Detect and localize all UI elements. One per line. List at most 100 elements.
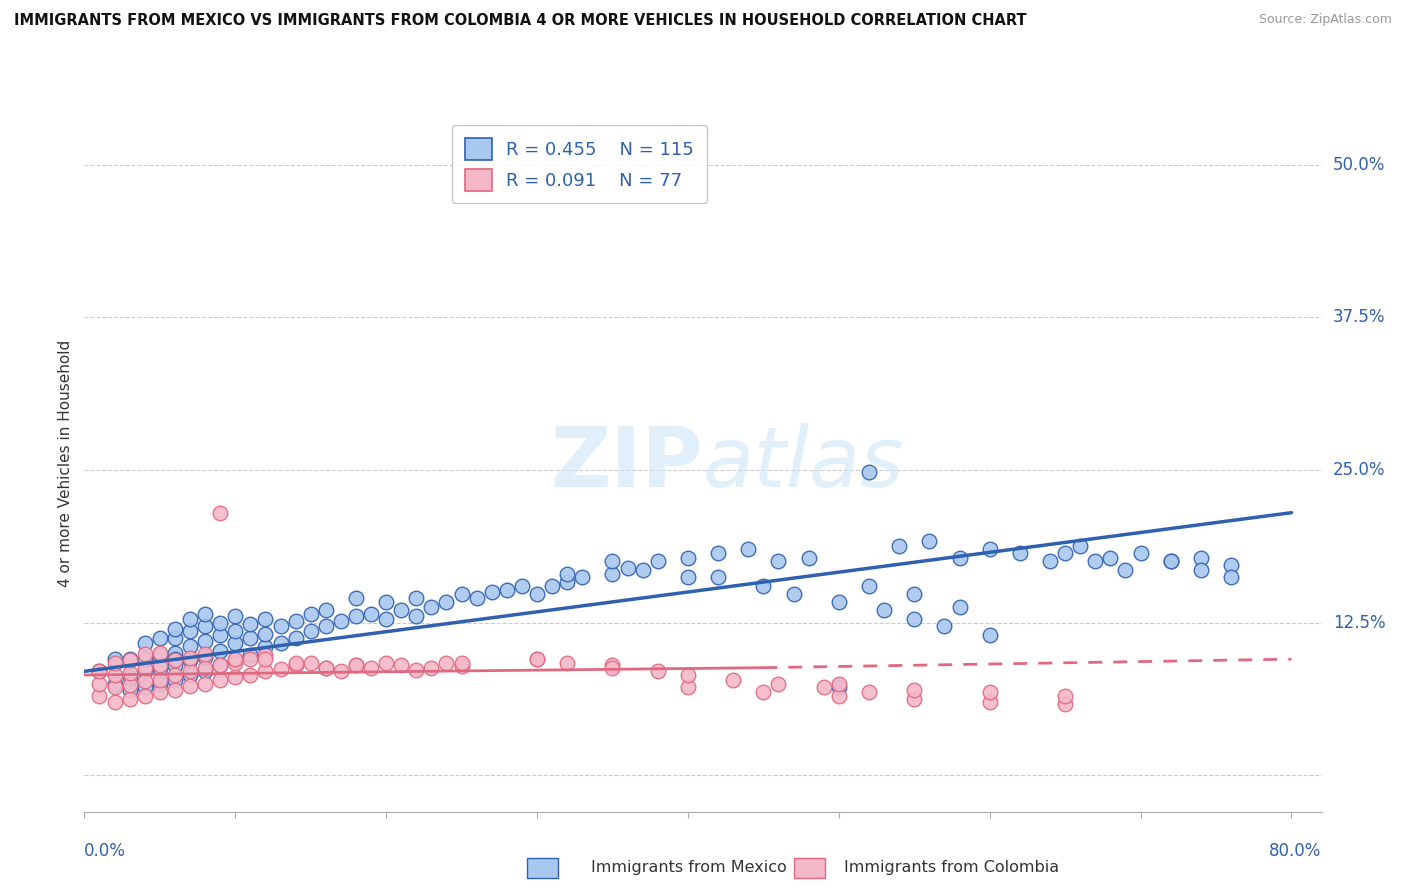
Point: [541, 579, 564, 593]
Point: [254, 626, 277, 640]
Point: [239, 652, 262, 666]
Point: [270, 636, 292, 650]
Point: [299, 624, 322, 638]
Point: [118, 670, 141, 684]
Point: [134, 661, 156, 675]
Point: [979, 695, 1001, 709]
Point: [436, 656, 458, 670]
Point: [224, 653, 246, 667]
Point: [103, 676, 125, 690]
Point: [903, 682, 925, 697]
Point: [179, 651, 201, 665]
Point: [1054, 546, 1077, 560]
Point: [389, 658, 412, 673]
Point: [828, 676, 851, 690]
Text: 25.0%: 25.0%: [1333, 461, 1385, 479]
Point: [284, 632, 307, 646]
Point: [163, 653, 186, 667]
Point: [903, 692, 925, 706]
Point: [389, 603, 412, 617]
Text: atlas: atlas: [703, 424, 904, 504]
Point: [873, 603, 896, 617]
Point: [254, 652, 277, 666]
Point: [616, 560, 638, 574]
Point: [179, 612, 201, 626]
Point: [89, 665, 111, 679]
Point: [647, 665, 669, 679]
Point: [209, 658, 232, 673]
Point: [948, 550, 970, 565]
Point: [631, 563, 654, 577]
Point: [450, 656, 472, 670]
Point: [194, 607, 217, 621]
Point: [163, 682, 186, 697]
Y-axis label: 4 or more Vehicles in Household: 4 or more Vehicles in Household: [58, 340, 73, 588]
Point: [118, 652, 141, 666]
Point: [315, 619, 337, 633]
Text: Immigrants from Colombia: Immigrants from Colombia: [844, 860, 1059, 874]
Point: [163, 632, 186, 646]
Point: [737, 542, 759, 557]
Point: [918, 533, 941, 548]
Point: [103, 680, 125, 694]
Point: [344, 591, 367, 606]
Point: [163, 668, 186, 682]
Point: [450, 659, 472, 673]
Point: [118, 653, 141, 667]
Point: [752, 579, 775, 593]
Point: [676, 668, 699, 682]
Point: [239, 668, 262, 682]
Text: Source: ZipAtlas.com: Source: ZipAtlas.com: [1258, 13, 1392, 27]
Point: [103, 656, 125, 670]
Point: [1114, 563, 1136, 577]
Point: [1189, 563, 1212, 577]
Point: [1189, 550, 1212, 565]
Point: [118, 682, 141, 697]
Point: [299, 607, 322, 621]
Point: [209, 643, 232, 657]
Point: [360, 607, 382, 621]
Point: [89, 676, 111, 690]
Point: [813, 680, 835, 694]
Point: [1054, 689, 1077, 703]
Point: [224, 670, 246, 684]
Point: [948, 599, 970, 614]
Point: [934, 619, 956, 633]
Point: [134, 674, 156, 689]
Point: [1069, 539, 1091, 553]
Point: [149, 685, 172, 699]
Point: [510, 579, 533, 593]
Point: [163, 673, 186, 687]
Point: [420, 599, 443, 614]
Point: [903, 612, 925, 626]
Point: [315, 661, 337, 675]
Point: [134, 652, 156, 666]
Point: [239, 648, 262, 663]
Point: [344, 658, 367, 673]
Text: IMMIGRANTS FROM MEXICO VS IMMIGRANTS FROM COLOMBIA 4 OR MORE VEHICLES IN HOUSEHO: IMMIGRANTS FROM MEXICO VS IMMIGRANTS FRO…: [14, 13, 1026, 29]
Point: [194, 665, 217, 679]
Point: [315, 661, 337, 675]
Point: [344, 658, 367, 673]
Point: [149, 646, 172, 660]
Point: [828, 689, 851, 703]
Point: [118, 678, 141, 692]
Point: [828, 680, 851, 694]
Point: [209, 658, 232, 673]
Point: [768, 554, 790, 568]
Point: [194, 661, 217, 675]
Point: [782, 587, 804, 601]
Point: [707, 546, 730, 560]
Point: [360, 661, 382, 675]
Point: [602, 566, 624, 581]
Point: [1220, 558, 1243, 573]
Point: [284, 615, 307, 629]
Point: [676, 680, 699, 694]
Point: [149, 661, 172, 675]
Point: [1054, 698, 1077, 712]
Point: [118, 665, 141, 680]
Point: [828, 595, 851, 609]
Point: [602, 661, 624, 675]
Point: [979, 628, 1001, 642]
Point: [209, 506, 232, 520]
